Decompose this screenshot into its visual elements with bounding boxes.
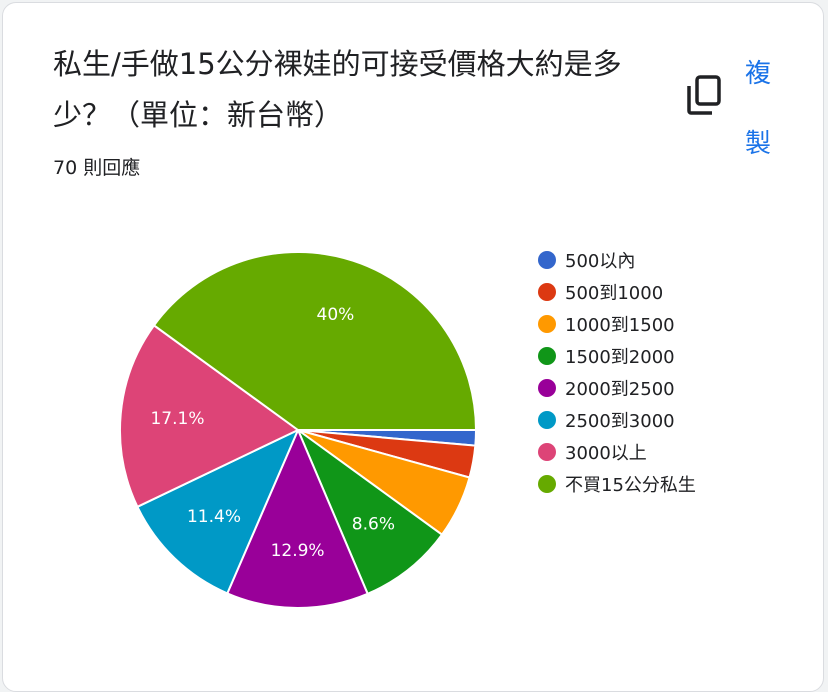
legend-label-5: 2500到3000: [565, 411, 675, 432]
legend-item-5[interactable]: 2500到3000: [538, 404, 696, 436]
legend-swatch-3: [538, 347, 556, 365]
copy-button-char-2: 製: [744, 129, 771, 159]
pie-slice-7[interactable]: [152, 251, 478, 431]
legend-swatch-0: [538, 251, 556, 269]
question-title: 私生/手做15公分裸娃的可接受價格大約是多少？（單位：新台幣）: [53, 47, 622, 132]
copy-button-char-1: 複: [744, 59, 771, 89]
pie-slice-5[interactable]: [136, 427, 300, 595]
copy-button[interactable]: 複 製: [741, 39, 775, 179]
legend-item-3[interactable]: 1500到2000: [538, 340, 696, 372]
legend-label-7: 不買15公分私生: [565, 475, 696, 496]
legend-item-0[interactable]: 500以內: [538, 244, 696, 276]
legend-label-4: 2000到2500: [565, 379, 675, 400]
copy-icon[interactable]: [684, 73, 724, 117]
legend-swatch-5: [538, 411, 556, 429]
legend-label-2: 1000到1500: [565, 315, 675, 336]
legend-item-4[interactable]: 2000到2500: [538, 372, 696, 404]
legend-item-7[interactable]: 不買15公分私生: [538, 468, 696, 500]
response-count: 70 則回應: [53, 157, 141, 179]
pie-slice-6[interactable]: [119, 323, 300, 509]
pie-label-3: 8.6%: [352, 515, 395, 535]
legend-label-0: 500以內: [565, 251, 636, 272]
pie-slice-3[interactable]: [295, 427, 444, 596]
legend-swatch-1: [538, 283, 556, 301]
legend-item-2[interactable]: 1000到1500: [538, 308, 696, 340]
legend-swatch-7: [538, 475, 556, 493]
legend-item-1[interactable]: 500到1000: [538, 276, 696, 308]
pie-slice-4[interactable]: [225, 427, 369, 609]
pie-label-5: 11.4%: [187, 507, 241, 527]
pie-chart: 8.6% 12.9% 11.4% 17.1% 40%: [119, 251, 478, 609]
pie-slices: [119, 251, 478, 609]
chart-legend: 500以內 500到1000 1000到1500 1500到2000 2000到2500…: [538, 244, 696, 500]
legend-swatch-4: [538, 379, 556, 397]
pie-labels: 8.6% 12.9% 11.4% 17.1% 40%: [150, 305, 395, 561]
legend-label-1: 500到1000: [565, 283, 664, 304]
legend-swatch-2: [538, 315, 556, 333]
pie-label-6: 17.1%: [150, 409, 204, 429]
legend-item-6[interactable]: 3000以上: [538, 436, 696, 468]
pie-label-4: 12.9%: [271, 541, 325, 561]
legend-label-6: 3000以上: [565, 443, 647, 464]
legend-label-3: 1500到2000: [565, 347, 675, 368]
pie-label-7: 40%: [317, 305, 355, 325]
legend-swatch-6: [538, 443, 556, 461]
